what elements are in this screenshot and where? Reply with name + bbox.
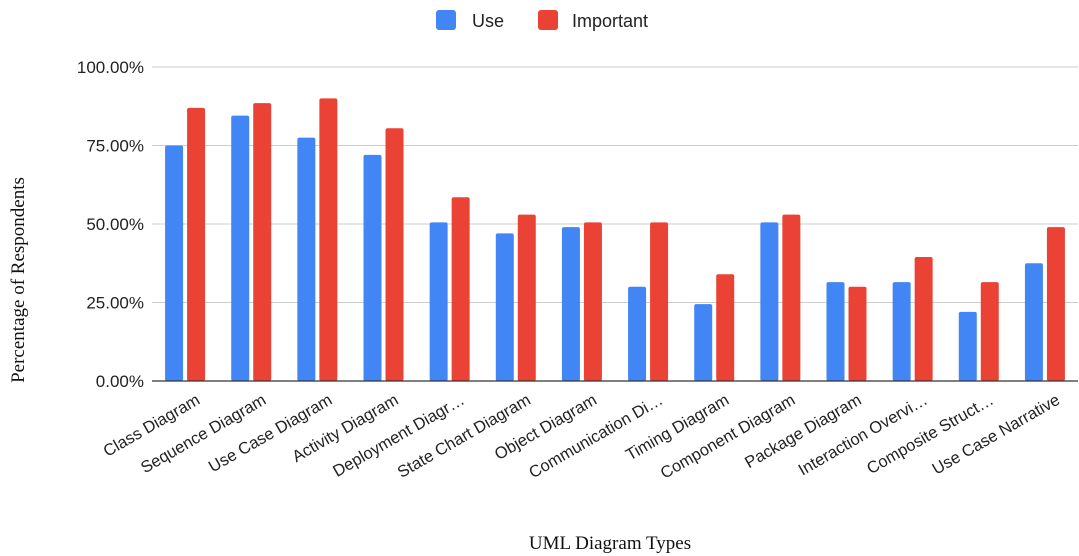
bar-use [495, 233, 514, 381]
bar-important [253, 103, 272, 382]
bar-important [385, 128, 404, 381]
legend-label-important: Important [572, 11, 648, 31]
bar-important [1046, 227, 1065, 381]
bar-important [914, 256, 933, 381]
x-tick-label: Use Case Narrative [929, 391, 1063, 479]
x-axis-title: UML Diagram Types [529, 533, 691, 554]
bar-use [826, 282, 845, 381]
bar-use [628, 286, 647, 381]
y-axis-ticks: 0.00% 25.00% 50.00% 75.00% 100.00% [77, 58, 144, 391]
bar-use [1024, 263, 1043, 381]
bar-important [187, 107, 206, 381]
y-axis-title: Percentage of Respondents [8, 177, 29, 383]
bar-important [650, 222, 669, 381]
bar-use [561, 227, 580, 381]
bar-use [760, 222, 779, 381]
bar-use [165, 145, 184, 381]
legend: Use Important [436, 10, 648, 31]
bar-important [583, 222, 602, 381]
bar-use [892, 282, 911, 381]
y-tick-label: 75.00% [86, 137, 144, 156]
bar-important [980, 282, 999, 381]
bar-use [363, 154, 382, 381]
x-tick-label: Sequence Diagram [138, 391, 269, 477]
bar-use [694, 304, 713, 381]
x-tick-label: Use Case Diagram [206, 391, 336, 476]
bars [165, 98, 1065, 382]
bar-important [782, 214, 801, 381]
legend-swatch-important [538, 10, 558, 30]
y-tick-label: 25.00% [86, 294, 144, 313]
bar-important [716, 274, 735, 381]
bar-use [297, 137, 316, 381]
bar-use [429, 222, 448, 381]
y-tick-label: 0.00% [96, 372, 144, 391]
gridlines [152, 66, 1078, 303]
bar-important [848, 286, 867, 381]
legend-label-use: Use [472, 11, 504, 31]
legend-swatch-use [436, 10, 456, 30]
y-tick-label: 50.00% [86, 215, 144, 234]
bar-important [451, 197, 470, 381]
bar-important [517, 214, 536, 381]
bar-use [958, 311, 977, 381]
y-tick-label: 100.00% [77, 58, 144, 77]
bar-important [319, 98, 338, 382]
bar-use [231, 115, 250, 382]
